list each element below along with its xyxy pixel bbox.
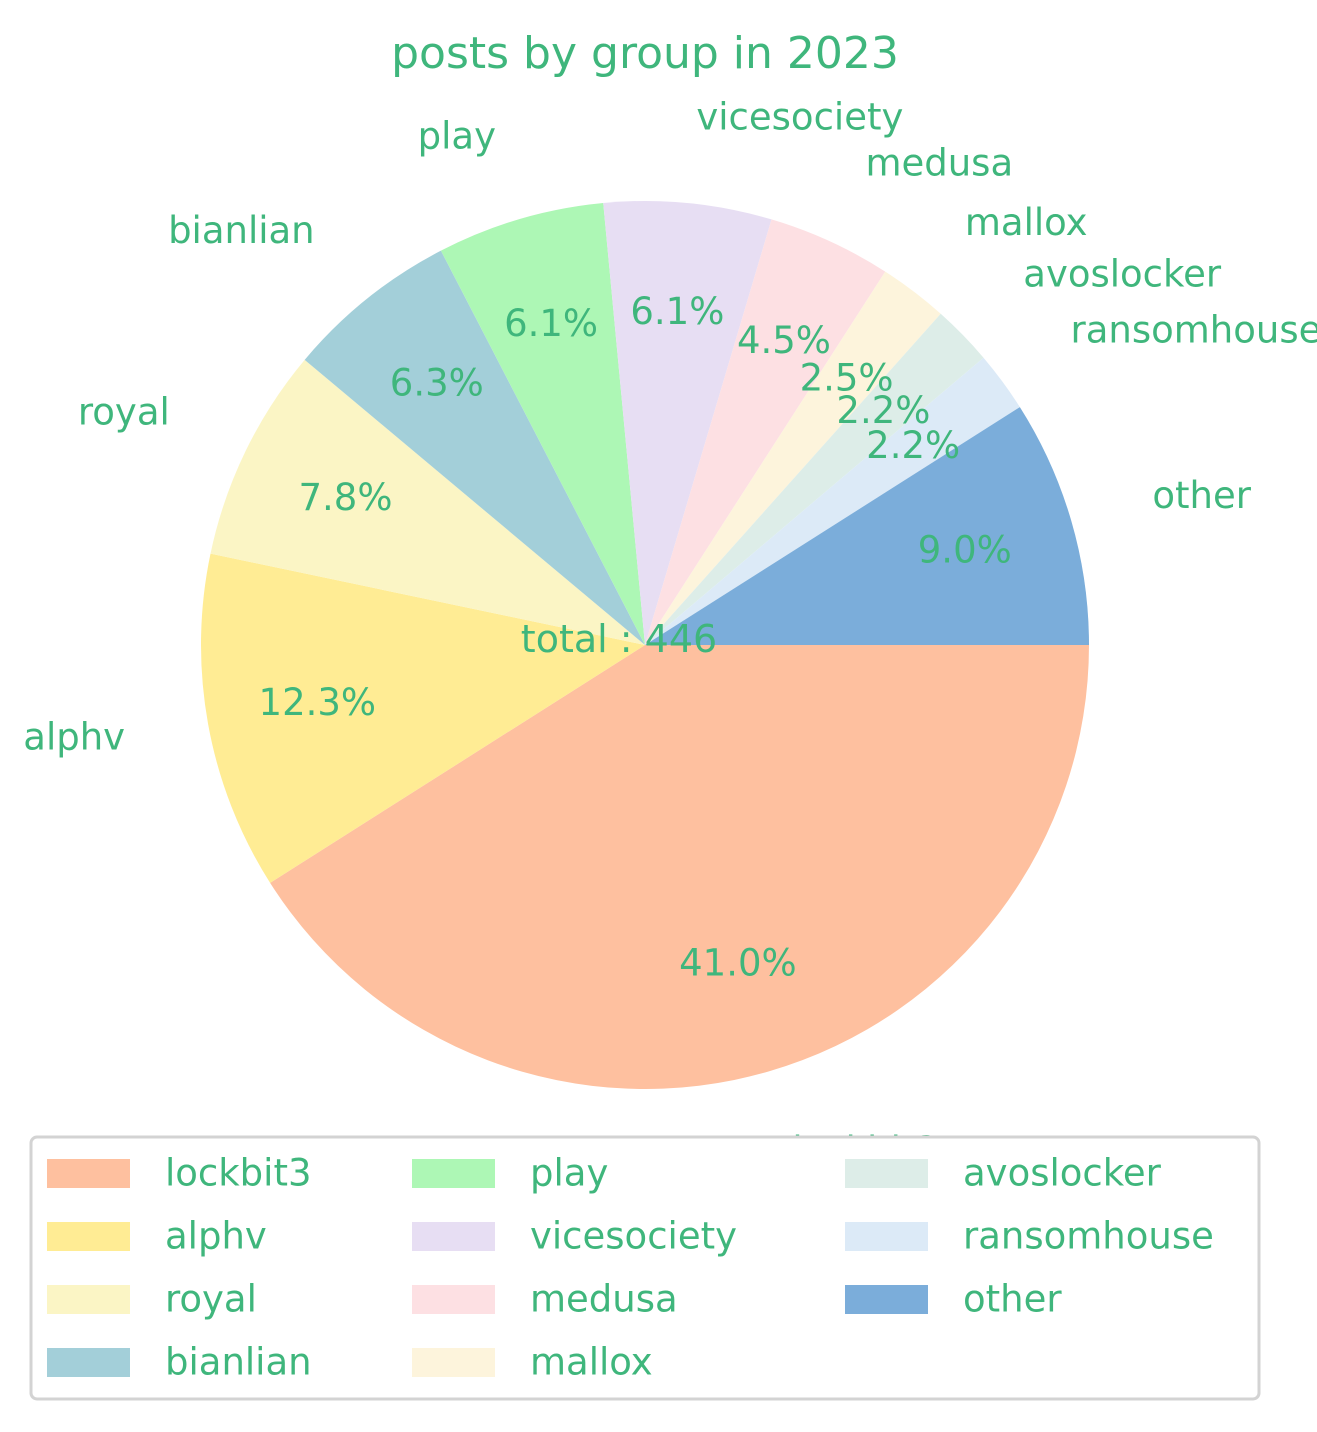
- pie-slice-alphv: [200, 553, 646, 883]
- slice-label-ransomhouse: ransomhouse: [1070, 308, 1317, 351]
- legend-items: lockbit3 alphv royal bianlian play vicesociet…: [47, 1152, 1214, 1384]
- slice-label-medusa: medusa: [865, 141, 1013, 184]
- slice-percent-alphv: 12.3%: [259, 681, 377, 724]
- slice-label-mallox: mallox: [965, 201, 1088, 244]
- slice-label-alphv: alphv: [23, 716, 125, 759]
- slice-percent-bianlian: 6.3%: [390, 362, 484, 405]
- slice-label-play: play: [418, 115, 496, 158]
- slice-percent-royal: 7.8%: [298, 476, 392, 519]
- pie-slice-vicesociety: [603, 201, 772, 646]
- legend-label-vicesociety: vicesociety: [530, 1215, 737, 1258]
- legend-label-avoslocker: avoslocker: [963, 1152, 1162, 1195]
- pie-slice-royal: [210, 359, 645, 645]
- legend-frame: [29, 1135, 1261, 1401]
- chart-title: posts by group in 2023: [391, 28, 899, 79]
- pie-slice-avoslocker: [645, 313, 984, 645]
- legend-swatch-other: [845, 1285, 928, 1314]
- legend-swatch-vicesociety: [412, 1222, 495, 1251]
- pie-slices: [200, 201, 1089, 1089]
- legend-label-play: play: [530, 1152, 608, 1195]
- pie-slice-other: [645, 407, 1089, 645]
- slice-label-vicesociety: vicesociety: [696, 96, 903, 139]
- legend-swatch-bianlian: [47, 1348, 130, 1377]
- legend-label-mallox: mallox: [530, 1341, 653, 1384]
- legend-label-medusa: medusa: [530, 1278, 678, 1321]
- center-total-label: total : 446: [521, 617, 717, 661]
- legend-swatch-mallox: [412, 1348, 495, 1377]
- slice-percent-avoslocker: 2.2%: [836, 389, 930, 432]
- legend-swatch-alphv: [47, 1222, 130, 1251]
- legend-label-alphv: alphv: [165, 1215, 267, 1258]
- slice-percent-vicesociety: 6.1%: [630, 290, 724, 333]
- legend-label-royal: royal: [165, 1278, 257, 1321]
- slice-percent-lockbit3: 41.0%: [679, 941, 797, 984]
- pie-slice-ransomhouse: [645, 357, 1020, 645]
- slice-label-bianlian: bianlian: [168, 209, 315, 252]
- legend: lockbit3 alphv royal bianlian play vicesociet…: [29, 1135, 1261, 1401]
- legend-label-lockbit3: lockbit3: [165, 1152, 312, 1195]
- slice-label-avoslocker: avoslocker: [1023, 253, 1222, 296]
- legend-swatch-lockbit3: [47, 1159, 130, 1188]
- legend-swatch-play: [412, 1159, 495, 1188]
- legend-swatch-ransomhouse: [845, 1222, 928, 1251]
- pie-slice-medusa: [645, 219, 886, 645]
- legend-label-ransomhouse: ransomhouse: [963, 1215, 1214, 1258]
- slice-label-other: other: [1152, 474, 1251, 517]
- slice-percent-ransomhouse: 2.2%: [866, 424, 960, 467]
- legend-label-other: other: [963, 1278, 1062, 1321]
- slice-percent-medusa: 4.5%: [737, 319, 831, 362]
- legend-swatch-avoslocker: [845, 1159, 928, 1188]
- slice-label-royal: royal: [78, 391, 170, 434]
- slice-percent-labels: 41.0%12.3%7.8%6.3%6.1% 6.1%4.5%2.5%2.2%2.…: [259, 290, 1012, 984]
- pie-slice-play: [440, 202, 645, 645]
- slice-percent-play: 6.1%: [504, 302, 598, 345]
- pie-slice-mallox: [645, 271, 941, 645]
- legend-swatch-royal: [47, 1285, 130, 1314]
- slice-percent-mallox: 2.5%: [800, 356, 894, 399]
- pie-slice-lockbit3: [270, 645, 1089, 1089]
- legend-swatch-medusa: [412, 1285, 495, 1314]
- legend-label-bianlian: bianlian: [165, 1341, 312, 1384]
- slice-percent-other: 9.0%: [918, 529, 1012, 572]
- pie-slice-bianlian: [304, 250, 645, 645]
